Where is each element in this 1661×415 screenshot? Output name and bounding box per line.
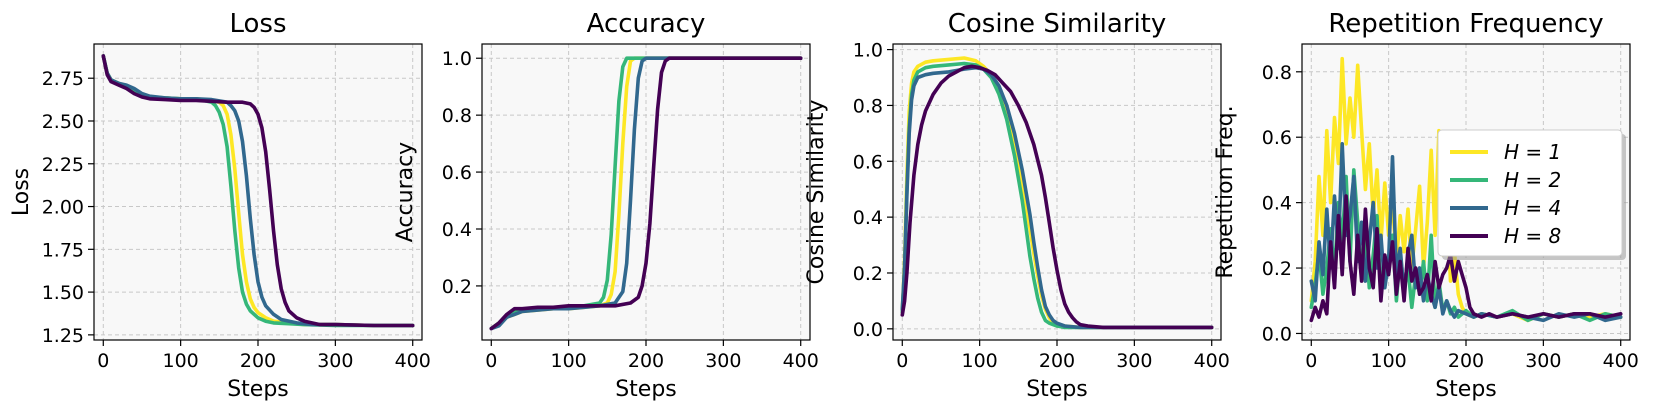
y-tick-label: 0.4	[853, 207, 883, 229]
legend-label-h2: H = 2	[1504, 168, 1561, 192]
y-tick-label: 2.50	[42, 111, 84, 133]
x-tick-label: 300	[317, 350, 353, 372]
series-line-h4	[900, 65, 1214, 330]
y-tick-label: 1.0	[853, 40, 883, 62]
series-line-h2	[489, 56, 803, 331]
y-tick-label: 0.8	[442, 105, 472, 127]
legend-label-h1: H = 1	[1504, 140, 1561, 164]
x-tick-label: 300	[1116, 350, 1152, 372]
chart-title: Cosine Similarity	[948, 9, 1167, 39]
series-line-h8	[900, 64, 1214, 330]
y-tick-label: 0.6	[1262, 127, 1292, 149]
x-tick-label: 400	[1194, 350, 1230, 372]
y-tick-label: 0.2	[853, 263, 883, 285]
x-tick-label: 200	[1039, 350, 1075, 372]
y-tick-label: 0.6	[442, 162, 472, 184]
x-tick-label: 300	[705, 350, 741, 372]
panel-repetition: 0 100 200 300 400 0.0 0.2 0.4 0.6 0.8 Repetition F…	[1213, 9, 1639, 402]
panel-loss: 0 100 200 300 400 1.25 1.50 1.75 2.00 2.25 2.50 2.7…	[9, 9, 431, 402]
x-tick-label: 100	[551, 350, 587, 372]
series-line-h8	[101, 54, 415, 328]
y-tick-label: 2.75	[42, 68, 84, 90]
x-axis-label: Steps	[227, 377, 289, 402]
series-line-h8	[1309, 194, 1623, 323]
legend-box	[1437, 129, 1623, 257]
y-axis-label: Loss	[9, 168, 34, 216]
x-tick-label: 400	[783, 350, 819, 372]
y-tick-label: 0.6	[853, 151, 883, 173]
series-line-h8	[489, 56, 803, 331]
y-tick-label: 2.00	[42, 197, 84, 219]
x-tick-label: 200	[240, 350, 276, 372]
y-tick-label: 0.0	[1262, 323, 1292, 345]
x-axis-label: Steps	[615, 377, 677, 402]
panel-accuracy: 0 100 200 300 400 0.2 0.4 0.6 0.8 1.0 Accuracy Step…	[393, 9, 819, 402]
y-tick-label: 0.8	[1262, 62, 1292, 84]
x-tick-label: 200	[1448, 350, 1484, 372]
x-tick-label: 0	[485, 350, 497, 372]
y-axis-label: Cosine Similarity	[804, 100, 829, 285]
x-tick-label: 400	[1603, 350, 1639, 372]
y-tick-label: 2.25	[42, 154, 84, 176]
chart-title: Accuracy	[587, 9, 706, 39]
x-tick-label: 0	[896, 350, 908, 372]
x-tick-label: 100	[163, 350, 199, 372]
y-tick-label: 0.0	[853, 319, 883, 341]
y-axis-label: Repetition Freq.	[1213, 105, 1238, 278]
chart-title: Loss	[229, 9, 286, 39]
x-tick-label: 100	[962, 350, 998, 372]
x-tick-label: 100	[1371, 350, 1407, 372]
y-tick-label: 0.2	[1262, 258, 1292, 280]
legend-label-h8: H = 8	[1504, 224, 1561, 248]
y-tick-label: 0.4	[1262, 193, 1292, 215]
x-tick-label: 0	[97, 350, 109, 372]
x-tick-label: 200	[628, 350, 664, 372]
x-axis-label: Steps	[1435, 377, 1497, 402]
y-tick-label: 0.2	[442, 276, 472, 298]
y-tick-label: 1.75	[42, 239, 84, 261]
series-line-h4	[101, 54, 415, 328]
y-tick-label: 0.8	[853, 95, 883, 117]
legend: H = 1 H = 2 H = 4 H = 8	[1437, 129, 1626, 260]
chart-title: Repetition Frequency	[1328, 9, 1603, 39]
y-tick-label: 1.50	[42, 282, 84, 304]
x-tick-label: 0	[1305, 350, 1317, 372]
y-tick-label: 0.4	[442, 219, 472, 241]
legend-label-h4: H = 4	[1504, 196, 1561, 220]
x-axis-label: Steps	[1026, 377, 1088, 402]
x-tick-label: 300	[1525, 350, 1561, 372]
y-axis-label: Accuracy	[393, 142, 418, 242]
y-tick-label: 1.0	[442, 48, 472, 70]
x-tick-label: 400	[395, 350, 431, 372]
panel-cosine: 0 100 200 300 400 0.0 0.2 0.4 0.6 0.8 1.0 Cosine Si…	[804, 9, 1230, 402]
y-tick-label: 1.25	[42, 325, 84, 347]
